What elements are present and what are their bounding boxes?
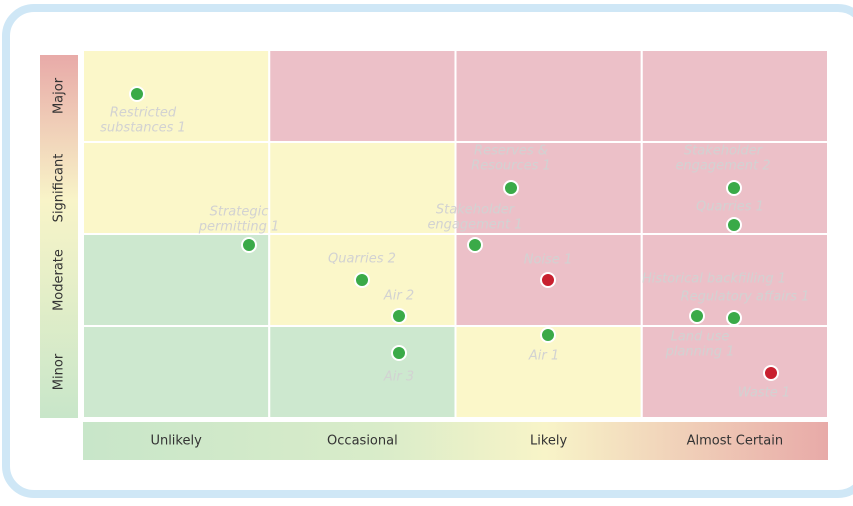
risk-dot	[540, 327, 556, 343]
x-axis-label: Unlikely	[150, 434, 202, 449]
risk-label: Air 1	[528, 349, 559, 364]
x-axis-label: Almost Certain	[687, 434, 783, 449]
matrix-cell	[454, 49, 643, 143]
y-axis-label: Major	[52, 77, 67, 114]
y-axis-label: Minor	[52, 353, 67, 390]
risk-dot	[540, 272, 556, 288]
risk-dot	[726, 217, 742, 233]
risk-label: Restricted	[110, 106, 177, 121]
risk-dot	[689, 308, 705, 324]
risk-label: planning 1	[665, 345, 735, 360]
risk-dot	[354, 272, 370, 288]
risk-dot	[391, 345, 407, 361]
risk-label: Waste 1	[738, 386, 790, 401]
risk-label: Land use	[671, 330, 730, 345]
risk-label: Strategic	[210, 205, 269, 220]
risk-label: Quarries 2	[328, 252, 396, 267]
risk-label: engagement 2	[675, 159, 770, 174]
risk-label: Noise 1	[524, 253, 572, 268]
matrix-cell	[454, 141, 643, 235]
risk-label: Quarries 1	[696, 200, 764, 215]
risk-dot	[763, 365, 779, 381]
matrix-cell	[82, 233, 271, 327]
risk-label: Regulatory affairs 1	[681, 290, 810, 305]
risk-label: engagement 1	[427, 218, 522, 233]
y-axis-label: Moderate	[52, 249, 67, 311]
risk-label: Stakeholder	[684, 144, 764, 159]
risk-dot	[726, 310, 742, 326]
risk-label: Air 3	[383, 370, 414, 385]
matrix-cell	[82, 49, 271, 143]
risk-label: Historical backfilling 1	[642, 272, 786, 287]
x-axis-label: Likely	[530, 434, 568, 449]
matrix-cell	[268, 49, 457, 143]
y-axis-bar	[40, 55, 78, 418]
matrix-cell	[268, 325, 457, 419]
y-axis-label: Significant	[52, 154, 67, 223]
matrix-cell	[640, 49, 829, 143]
risk-dot	[391, 308, 407, 324]
risk-label: substances 1	[100, 121, 186, 136]
risk-label: Air 2	[383, 289, 414, 304]
risk-dot	[129, 86, 145, 102]
risk-dot	[241, 237, 257, 253]
x-axis-label: Occasional	[327, 434, 398, 449]
risk-label: Stakeholder	[436, 203, 516, 218]
risk-label: Resources 1	[471, 159, 551, 174]
risk-dot	[467, 237, 483, 253]
risk-label: permitting 1	[198, 220, 280, 235]
matrix-cell	[82, 325, 271, 419]
risk-dot	[726, 180, 742, 196]
matrix-cell	[268, 233, 457, 327]
x-axis-bar	[83, 422, 828, 460]
risk-label: Reserves &	[474, 144, 548, 159]
matrix-cell	[640, 325, 829, 419]
risk-dot	[503, 180, 519, 196]
